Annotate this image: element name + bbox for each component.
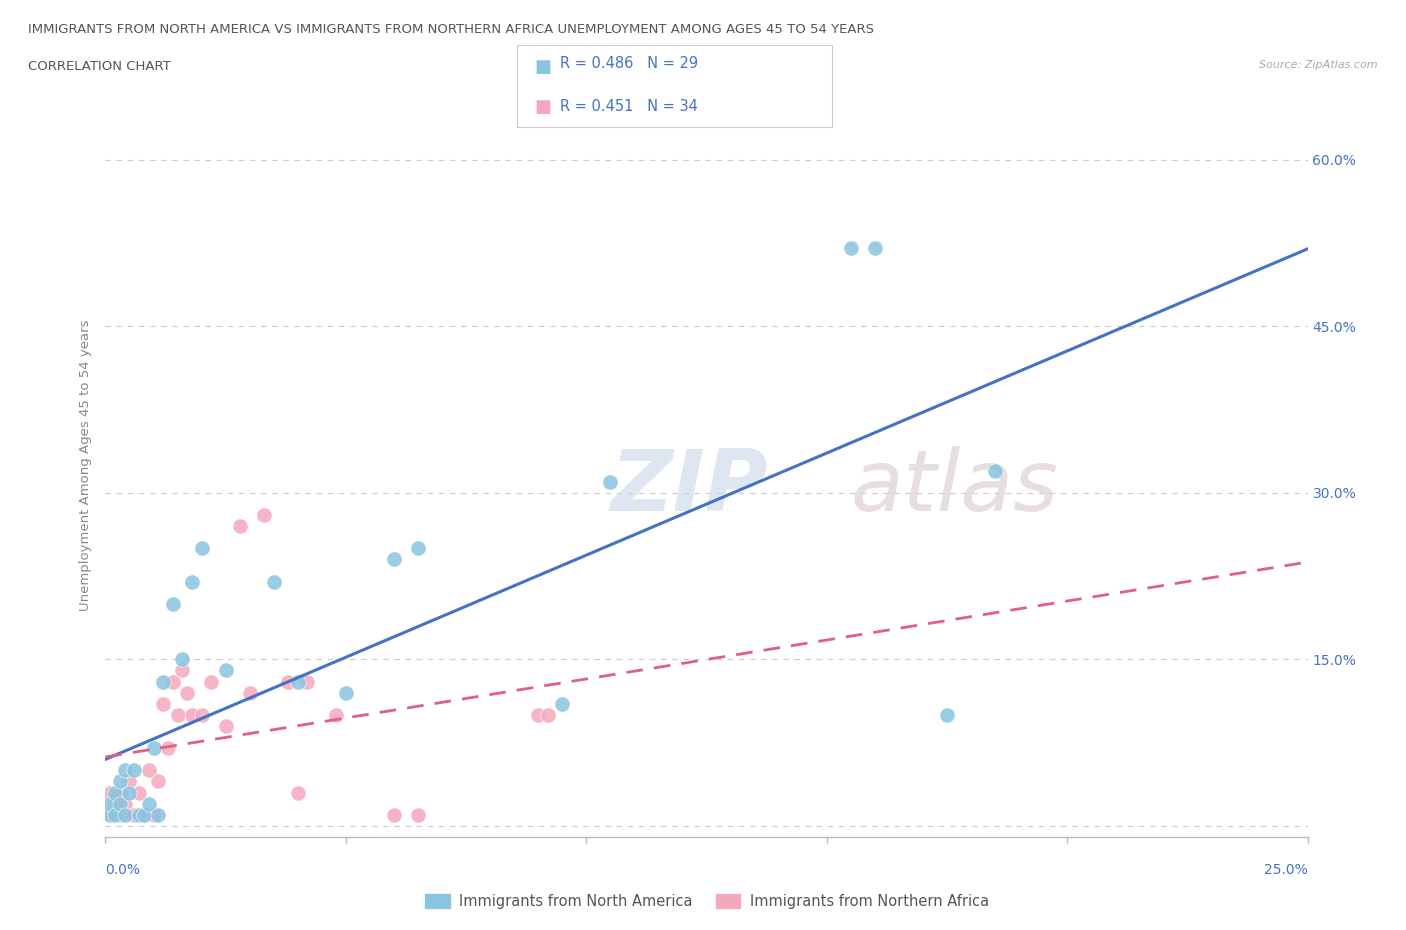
Point — [108, 774, 131, 789]
Point — [214, 719, 236, 734]
Point — [108, 796, 131, 811]
Point — [104, 796, 127, 811]
Point — [253, 508, 276, 523]
Text: ■: ■ — [534, 58, 551, 75]
Point — [108, 785, 131, 800]
Point — [98, 807, 121, 822]
Point — [297, 674, 319, 689]
Point — [984, 463, 1007, 478]
Point — [287, 674, 309, 689]
Point — [98, 785, 121, 800]
Point — [172, 652, 194, 667]
Text: 0.0%: 0.0% — [105, 863, 141, 877]
Text: ZIP: ZIP — [610, 445, 768, 529]
Point — [181, 574, 204, 589]
Text: R = 0.451   N = 34: R = 0.451 N = 34 — [560, 100, 697, 114]
Point — [124, 763, 146, 777]
Point — [162, 674, 184, 689]
Point — [118, 774, 141, 789]
Point — [114, 763, 136, 777]
Point — [382, 551, 405, 566]
Point — [190, 708, 212, 723]
Text: CORRELATION CHART: CORRELATION CHART — [28, 60, 172, 73]
Point — [406, 541, 429, 556]
Text: 25.0%: 25.0% — [1264, 863, 1308, 877]
Point — [138, 763, 160, 777]
Point — [148, 774, 170, 789]
Point — [406, 807, 429, 822]
Point — [138, 796, 160, 811]
Point — [142, 807, 165, 822]
Point — [263, 574, 285, 589]
Point — [176, 685, 198, 700]
Point — [132, 807, 155, 822]
Point — [839, 241, 862, 256]
Text: atlas: atlas — [851, 445, 1059, 529]
Point — [527, 708, 550, 723]
Y-axis label: Unemployment Among Ages 45 to 54 years: Unemployment Among Ages 45 to 54 years — [79, 319, 91, 611]
Point — [104, 807, 127, 822]
Point — [128, 807, 150, 822]
Point — [551, 697, 574, 711]
Point — [114, 796, 136, 811]
Point — [172, 663, 194, 678]
Point — [124, 807, 146, 822]
Point — [162, 596, 184, 611]
Point — [936, 708, 959, 723]
Point — [863, 241, 886, 256]
Point — [599, 474, 621, 489]
Point — [239, 685, 262, 700]
Text: ■: ■ — [534, 99, 551, 116]
Point — [98, 796, 121, 811]
Point — [128, 785, 150, 800]
Point — [335, 685, 357, 700]
Point — [148, 807, 170, 822]
Point — [190, 541, 212, 556]
Point — [152, 697, 174, 711]
Point — [214, 663, 236, 678]
Point — [200, 674, 222, 689]
Point — [118, 785, 141, 800]
Point — [142, 740, 165, 755]
Point — [229, 519, 252, 534]
Point — [152, 674, 174, 689]
Point — [325, 708, 347, 723]
Point — [132, 807, 155, 822]
Point — [156, 740, 179, 755]
Point — [181, 708, 204, 723]
Point — [382, 807, 405, 822]
Text: R = 0.486   N = 29: R = 0.486 N = 29 — [560, 56, 697, 71]
Point — [98, 807, 121, 822]
Text: Source: ZipAtlas.com: Source: ZipAtlas.com — [1260, 60, 1378, 71]
Point — [114, 807, 136, 822]
Point — [287, 785, 309, 800]
Point — [166, 708, 188, 723]
Point — [277, 674, 299, 689]
Point — [537, 708, 560, 723]
Text: IMMIGRANTS FROM NORTH AMERICA VS IMMIGRANTS FROM NORTHERN AFRICA UNEMPLOYMENT AM: IMMIGRANTS FROM NORTH AMERICA VS IMMIGRA… — [28, 23, 875, 36]
Point — [104, 785, 127, 800]
Legend: Immigrants from North America, Immigrants from Northern Africa: Immigrants from North America, Immigrant… — [419, 887, 994, 915]
Point — [108, 807, 131, 822]
